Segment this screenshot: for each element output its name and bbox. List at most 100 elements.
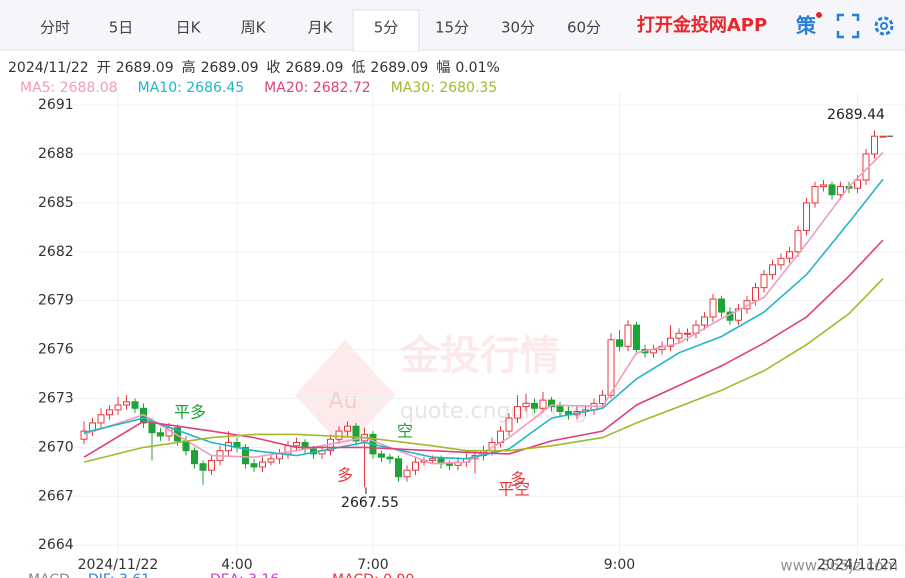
candle-body	[769, 264, 776, 276]
ma-line	[83, 178, 884, 460]
y-tick-label: 2679	[38, 293, 74, 309]
candle-body	[803, 202, 810, 232]
candle-body	[616, 339, 623, 347]
candle-body	[633, 324, 640, 351]
candle-body	[684, 332, 691, 335]
candle-body	[395, 458, 402, 478]
candle-body	[412, 461, 419, 471]
legend-entry: MA5: 2688.08	[20, 80, 118, 96]
candle-body	[811, 186, 819, 204]
y-tick-label: 2682	[38, 244, 74, 260]
settings-button[interactable]	[874, 16, 894, 36]
tab[interactable]: 月K	[308, 19, 334, 37]
candle-body	[667, 337, 674, 347]
tab[interactable]: 5日	[109, 19, 134, 37]
candle-body	[599, 394, 606, 404]
candle-body	[760, 274, 768, 289]
candle-body	[293, 442, 300, 447]
signal-label: 平空	[498, 480, 530, 499]
candle-body	[250, 463, 258, 468]
info-part: 2024/11/22	[8, 60, 89, 76]
tab[interactable]: 5分	[374, 19, 399, 37]
candle-body	[675, 332, 683, 339]
candle-body	[267, 458, 275, 463]
candle-body	[777, 257, 785, 266]
signal-label: 多	[510, 470, 526, 489]
candle-body	[242, 446, 249, 465]
tab[interactable]: 15分	[435, 19, 469, 37]
y-tick-label: 2667	[38, 488, 74, 504]
candle-body	[539, 399, 547, 409]
candle-body	[403, 469, 411, 478]
macd-label: DEA: 3.16	[210, 572, 279, 578]
candle-body	[871, 135, 878, 155]
candle-body	[522, 402, 530, 408]
watermark-logo-text: Au	[329, 389, 358, 414]
y-tick-label: 2685	[38, 195, 74, 211]
badge-dot	[816, 12, 822, 18]
watermark-logo	[295, 340, 395, 450]
x-tick-label: 2024/11/22	[817, 557, 898, 573]
signal-label: 空	[397, 422, 413, 441]
macd-label: MACD	[28, 572, 70, 578]
candle-body	[718, 298, 725, 313]
candle-body	[157, 432, 164, 437]
candle-body	[429, 458, 436, 461]
legend-entry: MA10: 2686.45	[138, 80, 245, 96]
macd-label: MACD: 0.90	[332, 572, 414, 578]
x-tick-label: 2024/11/22	[78, 557, 159, 573]
tab[interactable]: 日K	[176, 19, 202, 37]
info-part: 高	[182, 59, 196, 76]
quote-info: 2024/11/22 开 2689.09 高 2689.09 收 2689.09 低 2689.…	[8, 59, 500, 76]
info-part: 2689.09	[201, 60, 259, 76]
candle-body	[556, 406, 564, 413]
legend-entry: MA20: 2682.72	[264, 80, 371, 96]
candle-body	[106, 409, 113, 416]
high-label: 2689.44	[827, 107, 885, 123]
tab[interactable]: 周K	[241, 19, 267, 37]
candle-body	[505, 417, 513, 432]
candle-body	[820, 184, 827, 188]
strategy-button[interactable]: 策	[796, 14, 817, 38]
legend-entry: MA30: 2680.35	[391, 80, 498, 96]
signal-label: 多	[337, 466, 353, 485]
x-tick-label: 7:00	[357, 557, 388, 573]
macd-label: DIF: 3.61	[88, 572, 150, 578]
candle-body	[80, 430, 88, 440]
ma-line	[83, 152, 884, 465]
candle-body	[854, 179, 861, 189]
brand-link[interactable]: 打开金投网APP	[637, 14, 767, 36]
y-tick-label: 2688	[38, 146, 74, 162]
info-part: 2689.09	[116, 60, 174, 76]
watermark: quote.cngold.org	[400, 399, 587, 424]
candle-body	[123, 401, 130, 406]
candle-body	[446, 463, 453, 466]
tab-bar	[0, 0, 905, 50]
candle-body	[837, 186, 844, 196]
candle-body	[97, 414, 105, 424]
fullscreen-button[interactable]	[836, 13, 860, 39]
y-tick-label: 2691	[38, 97, 74, 113]
info-part: 低	[351, 60, 365, 76]
candle-body	[794, 230, 802, 253]
candle-body	[701, 316, 708, 326]
candle-body	[624, 324, 632, 347]
candle-body	[879, 135, 887, 138]
candle-body	[148, 422, 156, 434]
candle-body	[259, 461, 266, 468]
site-watermark: www.365jz.com	[780, 557, 898, 575]
x-tick-label: 9:00	[604, 557, 635, 573]
candle-body	[344, 425, 351, 432]
tab[interactable]: 分时	[40, 19, 70, 37]
candle-body	[786, 251, 793, 259]
tab[interactable]: 60分	[567, 19, 601, 37]
y-tick-label: 2664	[38, 537, 74, 553]
info-part: 2689.09	[286, 60, 344, 76]
ma-line	[83, 239, 884, 458]
tab[interactable]: 30分	[501, 19, 535, 37]
candle-body	[352, 425, 360, 442]
candle-body	[607, 339, 615, 396]
watermark: 金投行情	[399, 333, 560, 379]
candle-body	[131, 401, 139, 409]
